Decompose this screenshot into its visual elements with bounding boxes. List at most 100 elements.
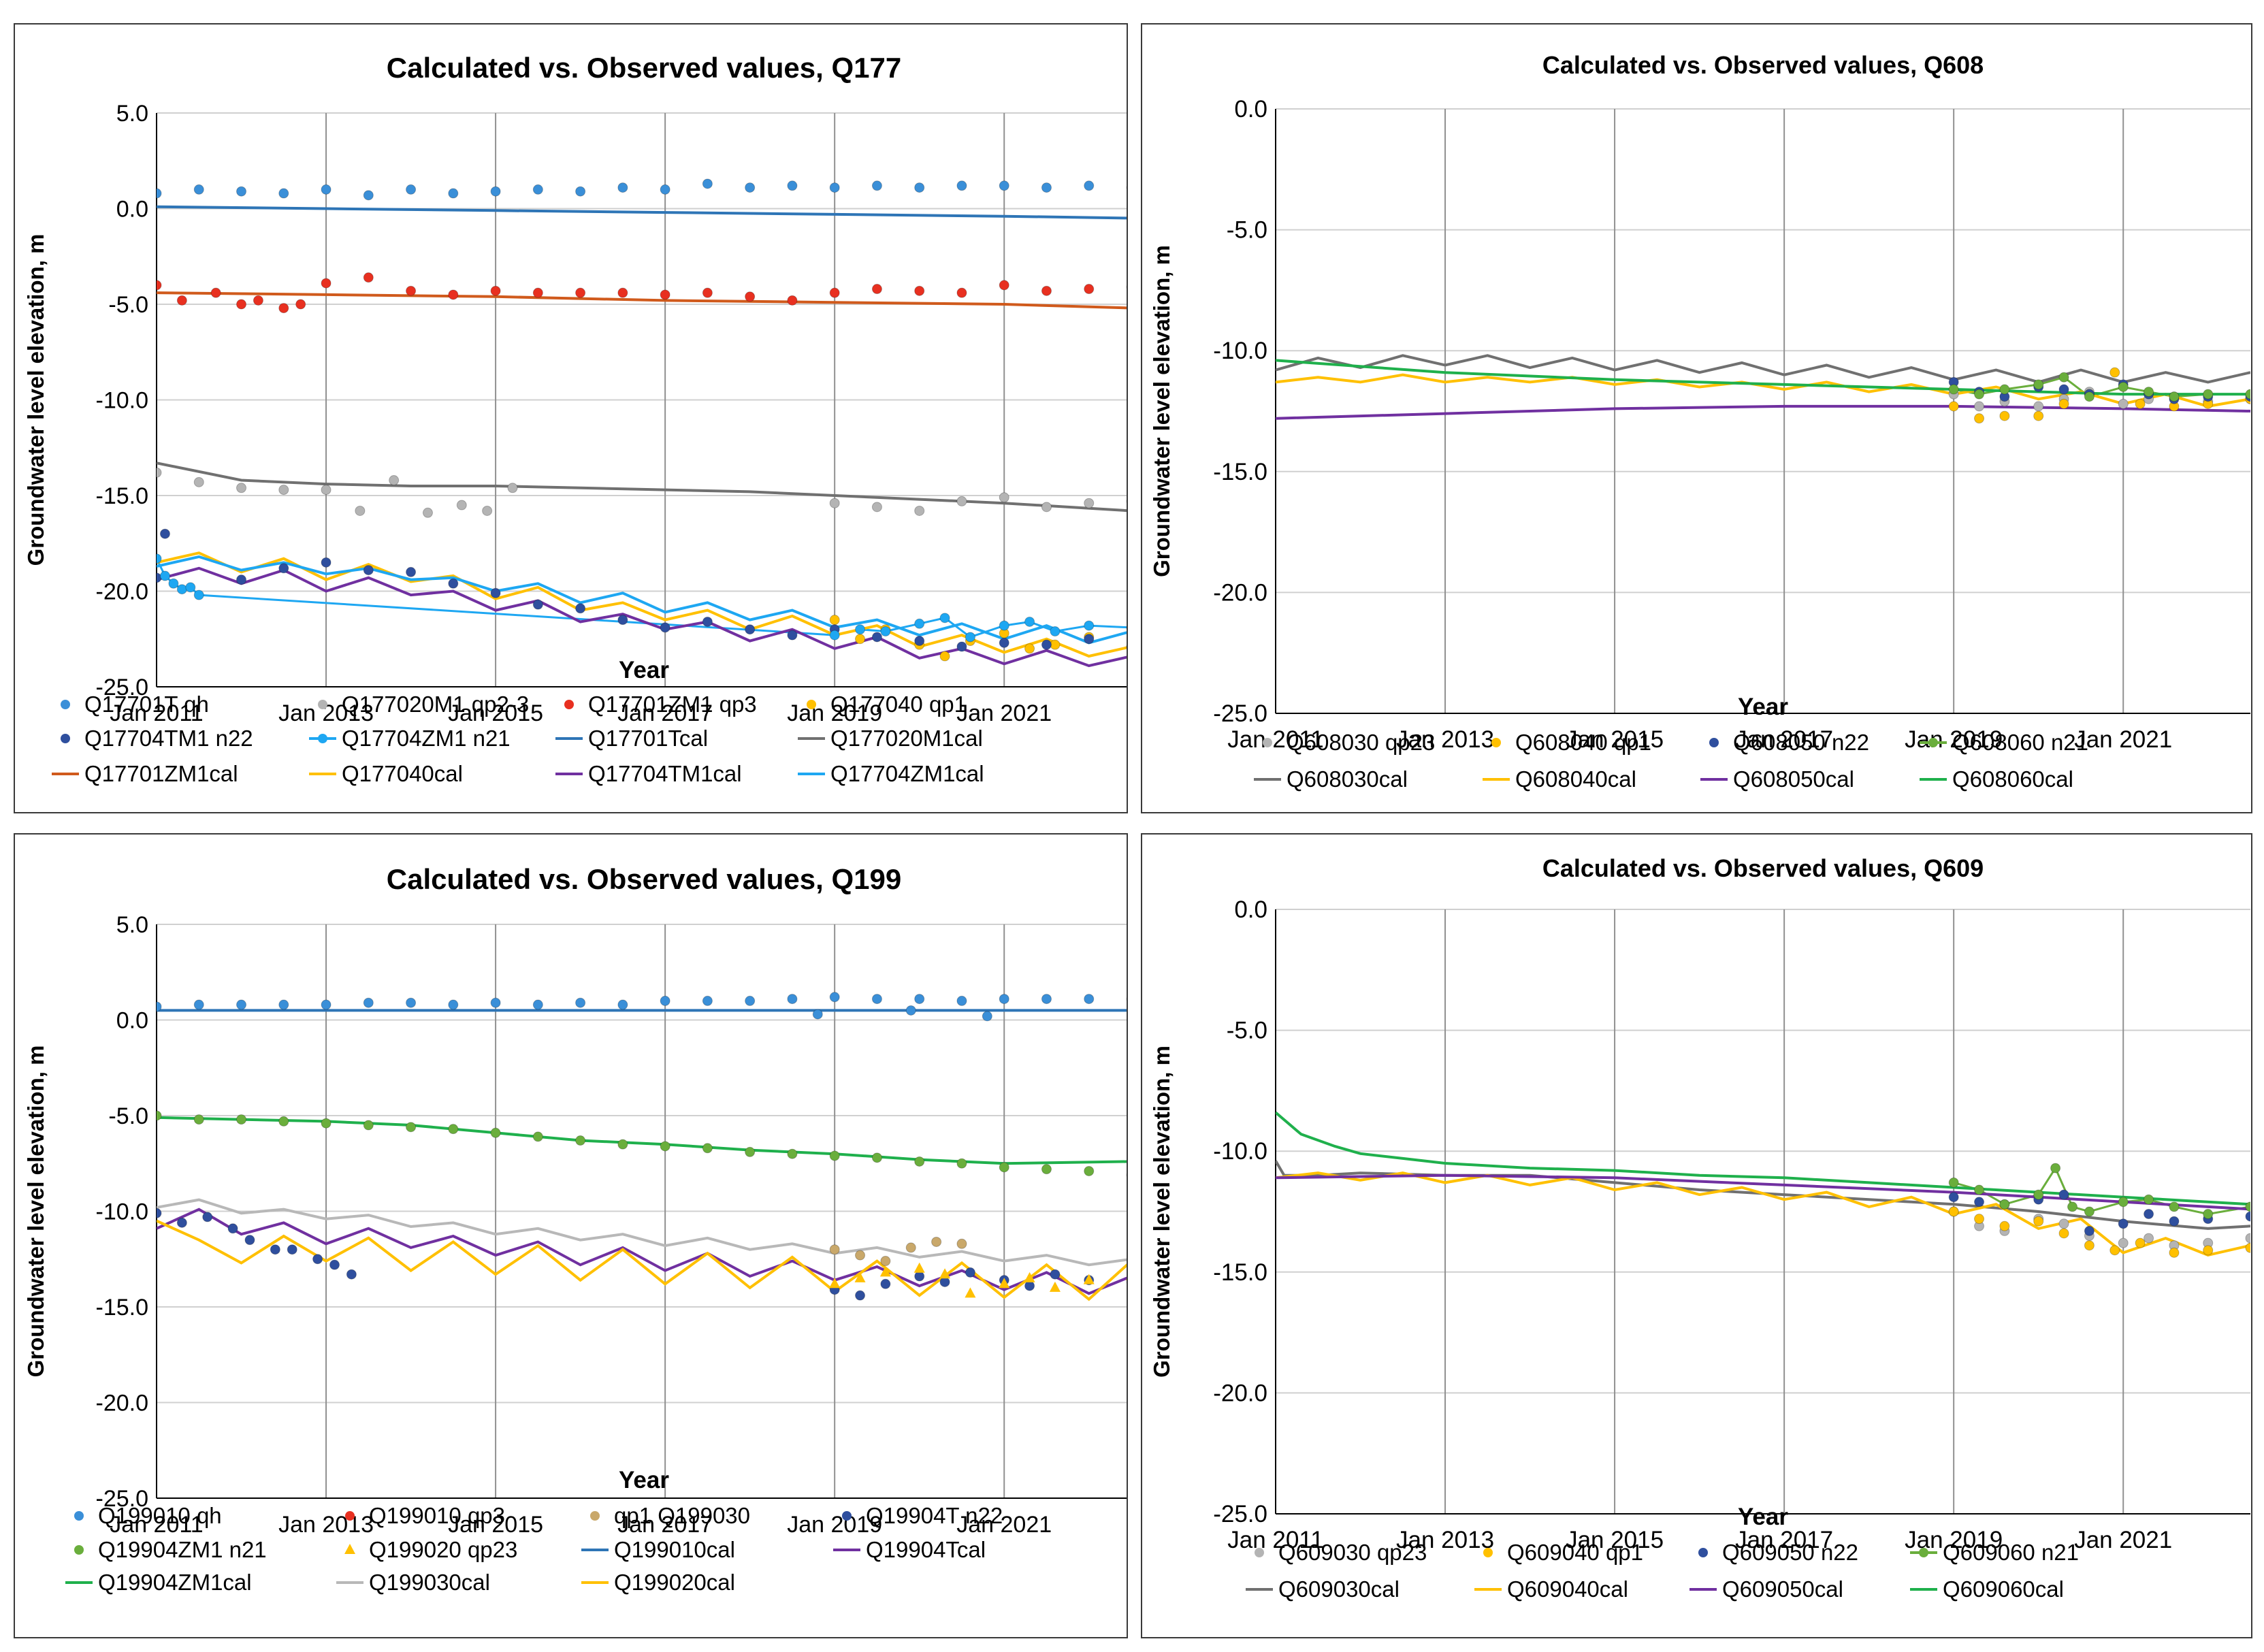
legend-swatch-dot xyxy=(1491,738,1501,747)
x-tick-label: Jan 2013 xyxy=(278,1512,374,1538)
point-q19904t-n22 xyxy=(157,1208,162,1218)
legend-entry: Q608030 qp23 xyxy=(1263,730,1435,755)
point-qp1-q199030 xyxy=(855,1250,866,1261)
series-markers xyxy=(157,992,1127,1301)
point-q609060-n21 xyxy=(2033,1189,2044,1200)
point-q17701zm1-qp3 xyxy=(278,303,289,314)
point-q19904t-n22 xyxy=(965,1267,975,1278)
legend-label: qp1 Q199030 xyxy=(614,1503,750,1528)
point-q19904t-n22 xyxy=(346,1269,357,1280)
point-q19904t-n22 xyxy=(227,1223,238,1234)
point-q199010-qh xyxy=(982,1011,992,1022)
legend-entry: Q199020cal xyxy=(581,1570,735,1595)
point-q17701t-qh xyxy=(321,184,331,195)
x-tick-label: Jan 2017 xyxy=(617,700,713,726)
point-q199020-qp23 xyxy=(1049,1281,1061,1292)
point-q17701t-qh xyxy=(532,184,543,195)
point-q199010-qh xyxy=(490,997,501,1008)
series-line-q17701tcal xyxy=(157,205,1127,220)
point-q608060-n21 xyxy=(2169,391,2180,402)
x-tick-label: Jan 2021 xyxy=(2074,1527,2172,1553)
point-q17701t-qh xyxy=(660,184,670,195)
point-q17701zm1-qp3 xyxy=(829,287,840,298)
series-line-q19904zm1cal xyxy=(157,1116,1127,1165)
point-q199010-qh xyxy=(236,999,247,1010)
point-q17701t-qh xyxy=(278,188,289,199)
point-q17701t-qh xyxy=(1041,182,1052,193)
panel-q199: Calculated vs. Observed values, Q199 5.0 0… xyxy=(14,833,1128,1638)
y-tick-label: -10.0 xyxy=(96,1199,149,1225)
point-q199020-qp23 xyxy=(939,1268,951,1279)
point-q17704zm1-n21 xyxy=(914,618,925,629)
point-q177020m1-qp2-3 xyxy=(829,498,840,508)
x-tick-label: Jan 2021 xyxy=(956,700,1052,726)
point-q608040-qp1 xyxy=(1948,401,1959,412)
y-tick-label: -15.0 xyxy=(96,1295,149,1321)
point-q17701t-qh xyxy=(406,184,417,195)
point-q17704tm1-n22 xyxy=(1041,639,1052,650)
y-tick-label: -5.0 xyxy=(108,1103,148,1129)
y-tick-label: -5.0 xyxy=(1227,217,1267,244)
legend-swatch-dot xyxy=(1709,738,1719,747)
point-q608030-qp23 xyxy=(1974,401,1985,412)
legend-label: Q17701ZM1cal xyxy=(84,761,238,786)
point-q199010-qh xyxy=(745,995,756,1006)
point-q17701zm1-qp3 xyxy=(660,289,670,300)
point-q177020m1-qp2-3 xyxy=(422,507,433,518)
point-q609040-qp1 xyxy=(1948,1206,1959,1217)
point-q199020-qp23 xyxy=(854,1272,866,1282)
point-q199010-qh xyxy=(278,999,289,1010)
point-q609040-qp1 xyxy=(2203,1245,2214,1256)
point-q199020-qp23 xyxy=(829,1278,841,1289)
point-q177040-qp1 xyxy=(1024,643,1035,654)
x-tick-label: Jan 2015 xyxy=(448,700,543,726)
point-q609040-qp1 xyxy=(2033,1216,2044,1227)
legend-entry: Q177020M1 qp2-3 xyxy=(318,692,529,717)
point-q608060-n21 xyxy=(1999,384,2010,395)
point-q177020m1-qp2-3 xyxy=(278,485,289,496)
series-line-q609040cal xyxy=(1276,1171,2250,1257)
point-q17701t-qh xyxy=(1084,180,1095,191)
legend-entry: Q609040 qp1 xyxy=(1483,1540,1643,1565)
point-q608060-n21 xyxy=(1948,384,1959,395)
point-q17701zm1-qp3 xyxy=(871,284,882,295)
legend-swatch-dot xyxy=(61,700,70,709)
point-q199010-qh xyxy=(999,994,1009,1005)
point-q177020m1-qp2-3 xyxy=(1084,498,1095,508)
series-markers xyxy=(157,178,1127,662)
point-q19904zm1-n21 xyxy=(278,1116,289,1127)
x-tick-label: Jan 2011 xyxy=(110,1512,203,1538)
point-q17704tm1-n22 xyxy=(1084,634,1095,645)
point-q17704zm1-n21 xyxy=(855,624,866,635)
series-markers xyxy=(1948,1163,2250,1258)
y-axis-label: Groundwater level elevation, m xyxy=(23,234,48,566)
legend-entry: Q177040 qp1 xyxy=(807,692,967,717)
point-q199010-qh xyxy=(406,997,417,1008)
point-q19904zm1-n21 xyxy=(787,1148,798,1159)
point-q609060-n21 xyxy=(2084,1206,2095,1217)
legend-label: Q608050 n22 xyxy=(1733,730,1869,755)
series-lines xyxy=(157,205,1127,668)
legend-entry: Q609050 n22 xyxy=(1698,1540,1858,1565)
point-q199020-qp23 xyxy=(879,1266,891,1277)
legend-entry: Q199010cal xyxy=(581,1537,735,1562)
legend-label: Q177020M1cal xyxy=(830,726,983,751)
point-q19904zm1-n21 xyxy=(448,1124,459,1135)
point-q199010-qh xyxy=(871,994,882,1005)
point-q609030-qp23 xyxy=(2245,1233,2250,1244)
point-qp1-q199030 xyxy=(829,1244,840,1255)
legend-swatch-dot xyxy=(807,700,816,709)
legend-label: Q608060cal xyxy=(1952,766,2073,792)
y-axis-label: Groundwater level elevation, m xyxy=(23,1046,48,1378)
point-q609050-n22 xyxy=(2144,1209,2154,1220)
legend-label: Q17704ZM1cal xyxy=(830,761,984,786)
legend-label: Q608040 qp1 xyxy=(1515,730,1651,755)
point-q609060-n21 xyxy=(2067,1201,2078,1212)
point-q19904zm1-n21 xyxy=(236,1114,247,1125)
point-q177020m1-qp2-3 xyxy=(321,485,331,496)
legend-swatch-dot xyxy=(842,1511,852,1521)
point-q609060-n21 xyxy=(2203,1209,2214,1220)
point-q177020m1-qp2-3 xyxy=(999,492,1009,503)
point-q609040-qp1 xyxy=(2245,1242,2250,1253)
point-q17704tm1-n22 xyxy=(363,565,374,576)
